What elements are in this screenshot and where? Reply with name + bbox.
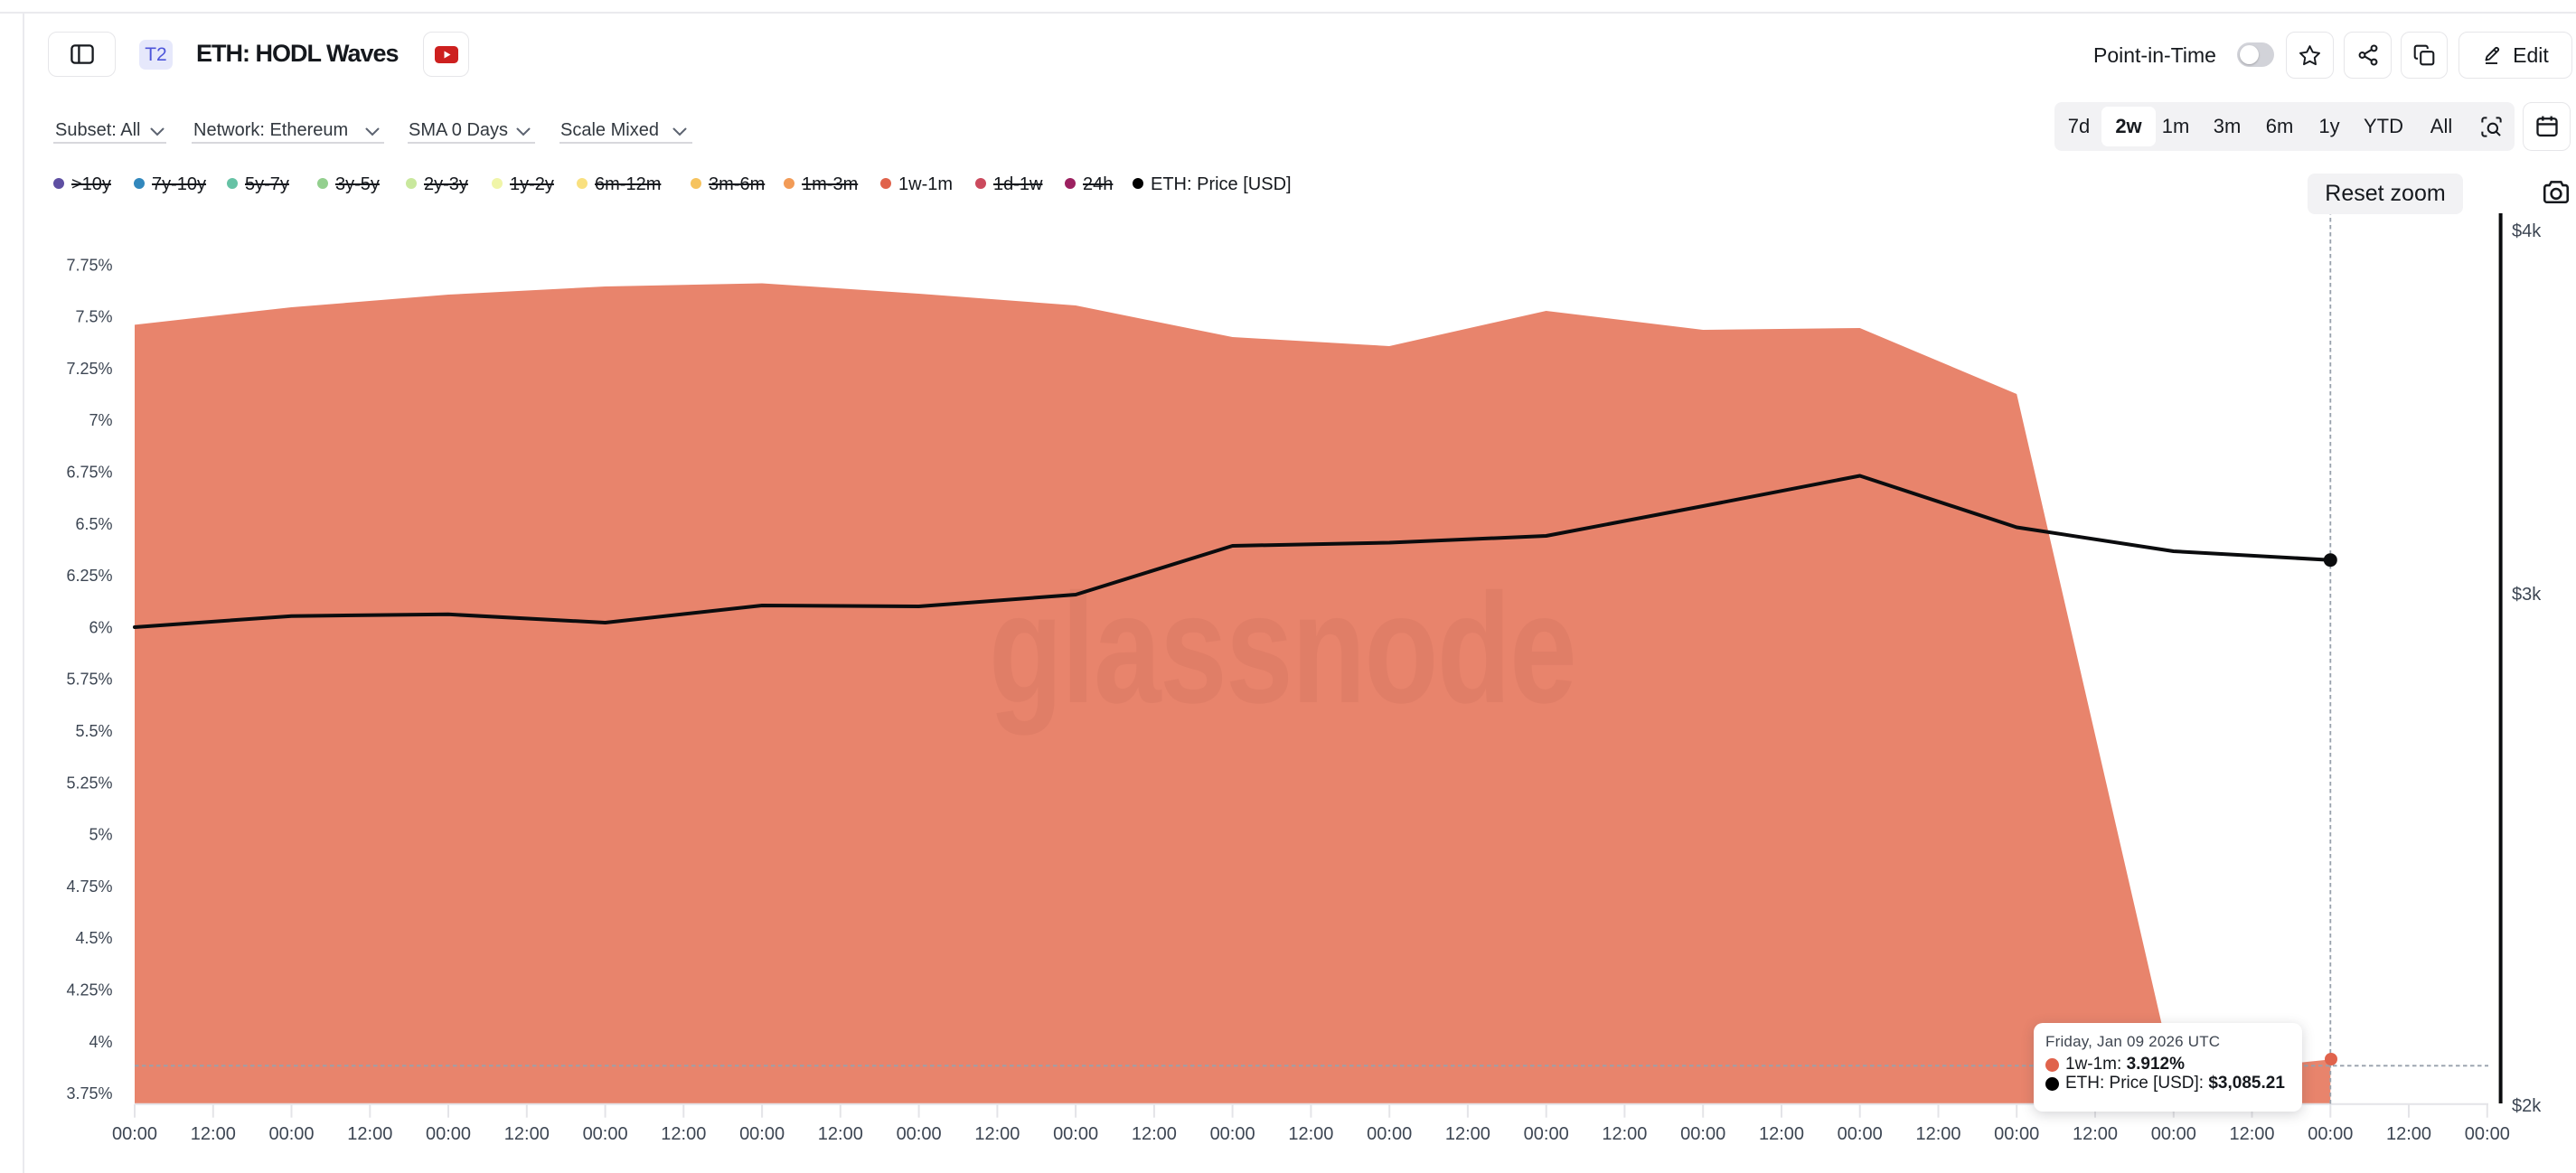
svg-text:3.75%: 3.75% <box>66 1084 112 1103</box>
svg-text:5%: 5% <box>89 826 112 844</box>
svg-text:12:00: 12:00 <box>1288 1124 1333 1144</box>
svg-text:6.75%: 6.75% <box>66 464 112 482</box>
svg-text:00:00: 00:00 <box>1680 1124 1725 1144</box>
svg-text:00:00: 00:00 <box>112 1124 157 1144</box>
svg-text:5.5%: 5.5% <box>75 722 112 740</box>
svg-text:12:00: 12:00 <box>2386 1124 2431 1144</box>
svg-text:4.75%: 4.75% <box>66 877 112 896</box>
svg-text:12:00: 12:00 <box>1602 1124 1647 1144</box>
svg-text:00:00: 00:00 <box>268 1124 314 1144</box>
svg-text:00:00: 00:00 <box>897 1124 942 1144</box>
svg-text:6.25%: 6.25% <box>66 567 112 585</box>
svg-text:00:00: 00:00 <box>2308 1124 2353 1144</box>
svg-text:00:00: 00:00 <box>1053 1124 1098 1144</box>
svg-text:00:00: 00:00 <box>1838 1124 1883 1144</box>
svg-text:4.5%: 4.5% <box>75 929 112 947</box>
svg-text:00:00: 00:00 <box>739 1124 785 1144</box>
svg-text:5.75%: 5.75% <box>66 671 112 689</box>
svg-text:00:00: 00:00 <box>1210 1124 1255 1144</box>
svg-text:12:00: 12:00 <box>347 1124 392 1144</box>
svg-text:$3k: $3k <box>2512 585 2542 605</box>
svg-text:7.75%: 7.75% <box>66 256 112 274</box>
svg-text:$4k: $4k <box>2512 221 2542 241</box>
svg-text:4.25%: 4.25% <box>66 981 112 999</box>
svg-text:00:00: 00:00 <box>2465 1124 2510 1144</box>
svg-text:7.5%: 7.5% <box>75 308 112 326</box>
svg-text:12:00: 12:00 <box>2229 1124 2274 1144</box>
svg-text:glassnode: glassnode <box>989 561 1575 736</box>
svg-text:6%: 6% <box>89 618 112 636</box>
svg-text:7%: 7% <box>89 411 112 429</box>
svg-text:4%: 4% <box>89 1033 112 1051</box>
svg-text:12:00: 12:00 <box>1759 1124 1804 1144</box>
svg-text:00:00: 00:00 <box>1367 1124 1412 1144</box>
svg-text:12:00: 12:00 <box>661 1124 706 1144</box>
svg-text:12:00: 12:00 <box>1132 1124 1177 1144</box>
svg-text:12:00: 12:00 <box>191 1124 236 1144</box>
svg-text:00:00: 00:00 <box>1524 1124 1569 1144</box>
svg-text:00:00: 00:00 <box>1994 1124 2039 1144</box>
svg-text:12:00: 12:00 <box>1915 1124 1960 1144</box>
svg-text:12:00: 12:00 <box>504 1124 550 1144</box>
svg-text:12:00: 12:00 <box>818 1124 863 1144</box>
svg-text:6.5%: 6.5% <box>75 515 112 533</box>
svg-text:5.25%: 5.25% <box>66 774 112 792</box>
svg-text:12:00: 12:00 <box>974 1124 1020 1144</box>
svg-text:12:00: 12:00 <box>1445 1124 1490 1144</box>
svg-text:12:00: 12:00 <box>2073 1124 2118 1144</box>
svg-text:7.25%: 7.25% <box>66 360 112 378</box>
svg-text:00:00: 00:00 <box>426 1124 471 1144</box>
svg-text:00:00: 00:00 <box>2151 1124 2196 1144</box>
svg-text:$2k: $2k <box>2512 1096 2542 1116</box>
svg-text:00:00: 00:00 <box>583 1124 628 1144</box>
